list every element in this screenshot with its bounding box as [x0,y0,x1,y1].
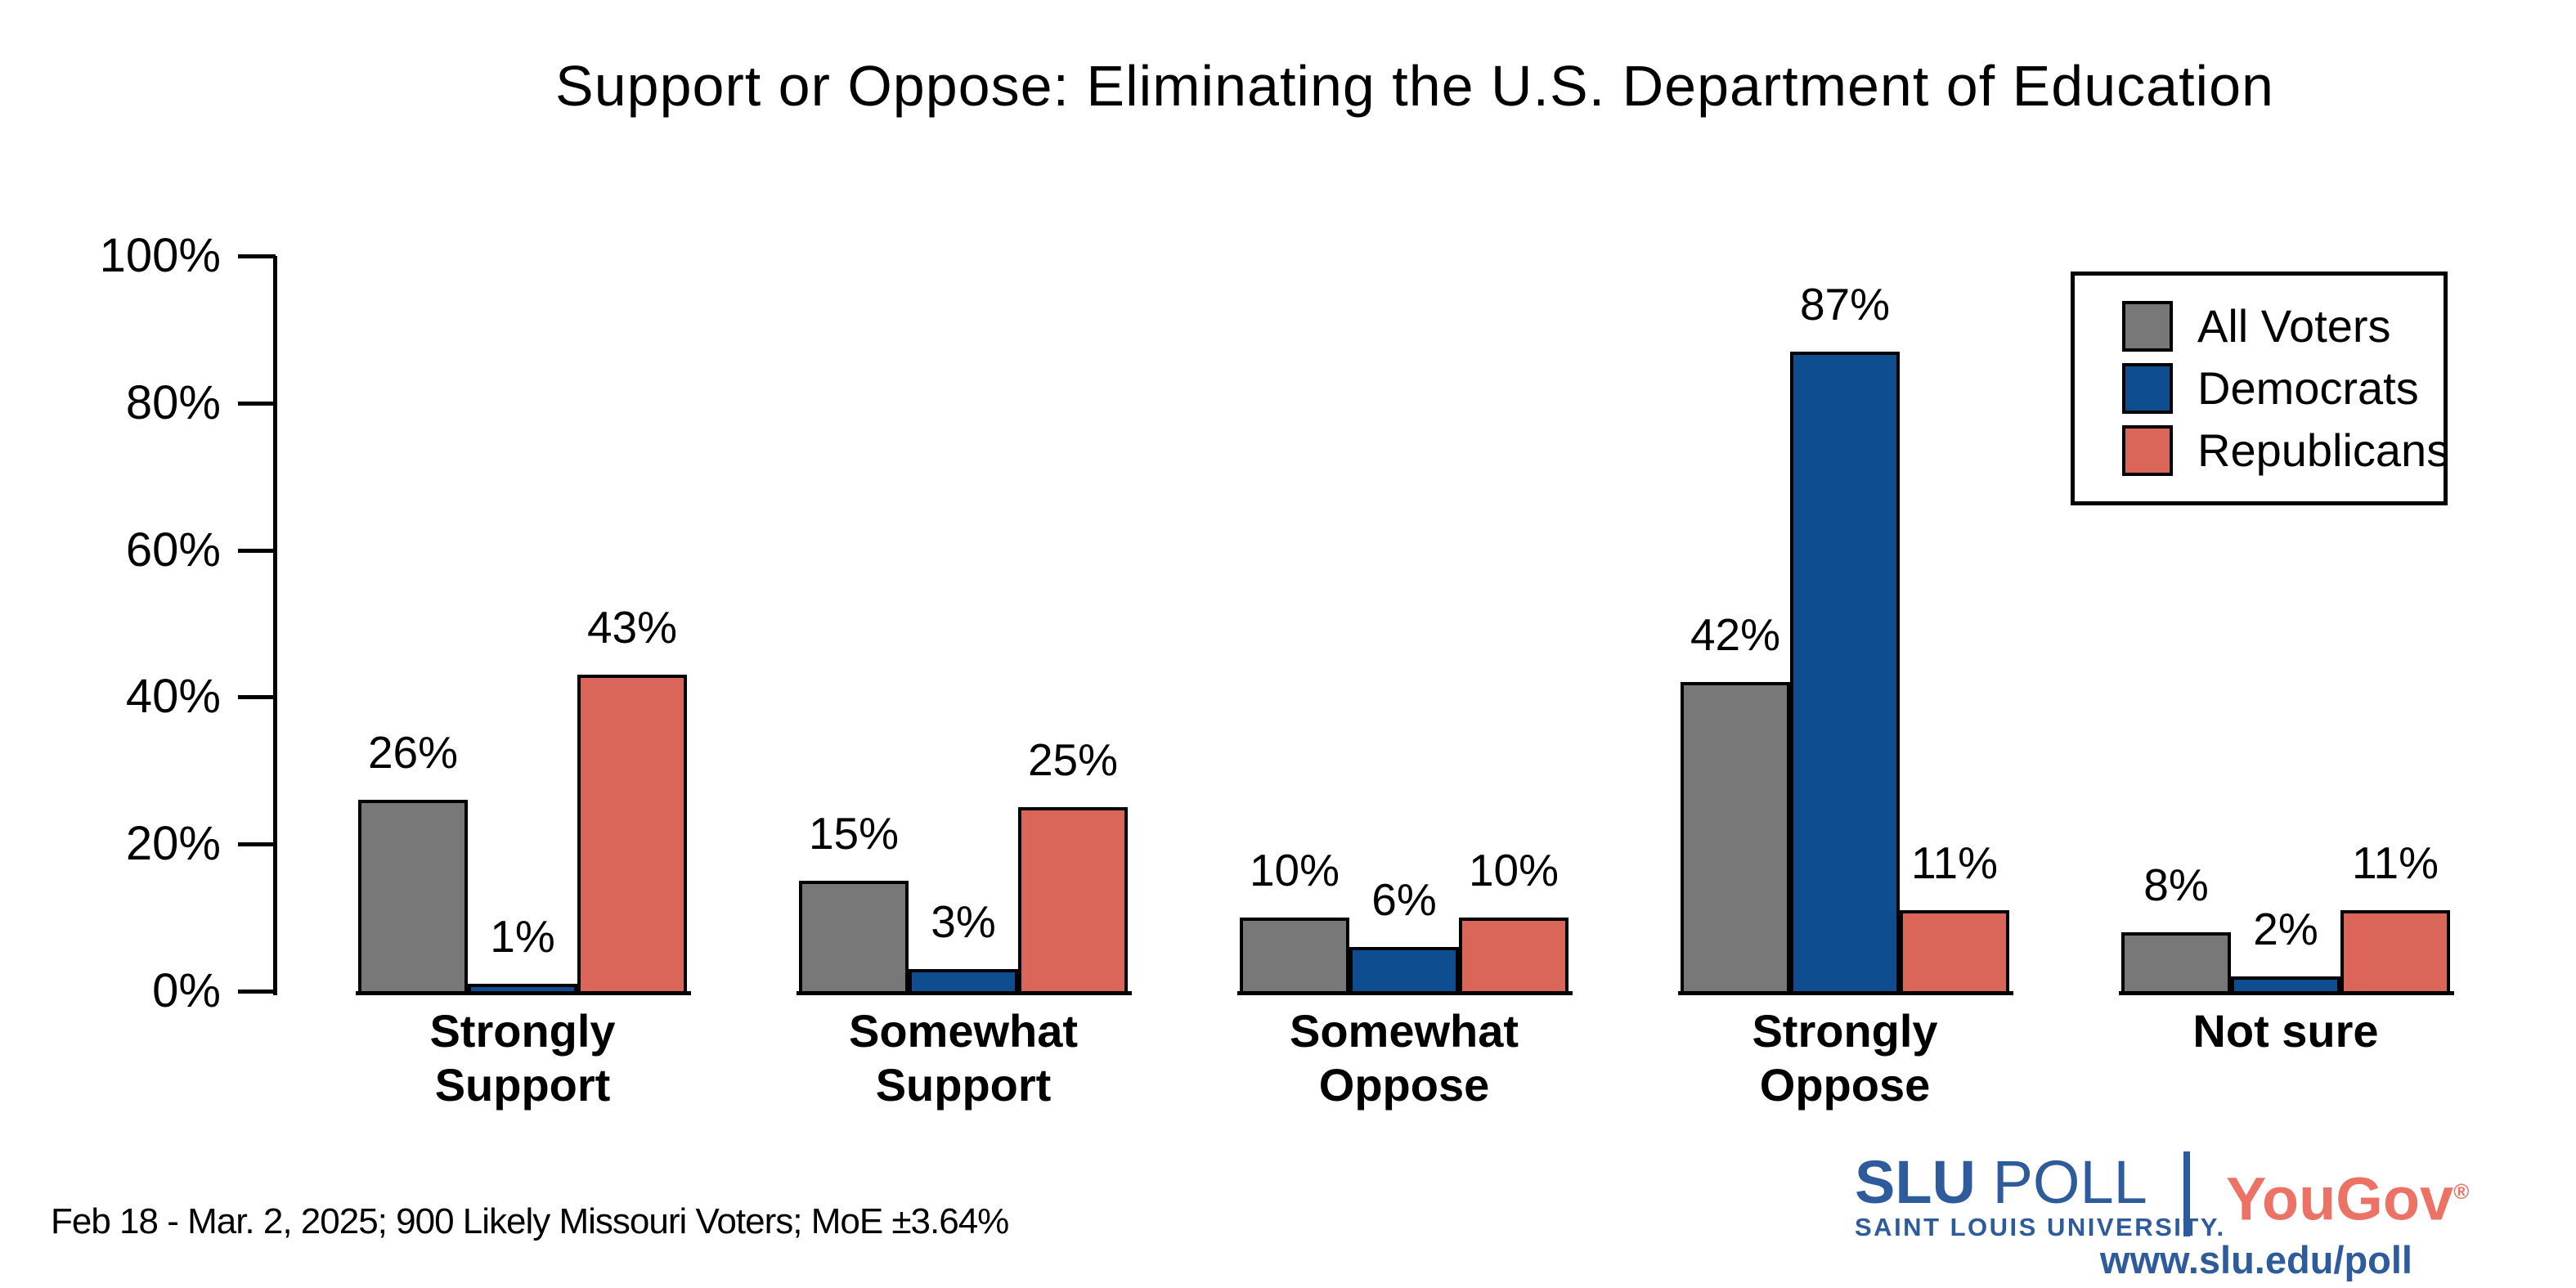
bar-value-label: 10% [1468,845,1560,895]
footnote: Feb 18 - Mar. 2, 2025; 900 Likely Missou… [51,1201,1009,1241]
bar-value-label: 11% [2352,837,2439,888]
bar-value-label: 8% [2143,859,2209,910]
x-baseline [1678,991,2013,995]
y-axis-line [273,256,277,995]
bar-value-label: 25% [1027,734,1119,785]
bar-republicans [577,675,687,991]
bar-republicans [1900,910,2009,991]
chart-title: Support or Oppose: Eliminating the U.S. … [555,54,2274,118]
bar-all-voters [1681,682,1790,991]
legend-row: Democrats [2122,362,2444,414]
y-tick [238,254,276,258]
bar-value-label: 26% [367,727,459,778]
x-baseline [1237,991,1573,995]
bar-value-label: 43% [586,602,678,653]
slu-poll-logo: SLU POLL SAINT LOUIS UNIVERSITY. [1855,1151,2226,1241]
yougov-text: YouGov [2226,1165,2454,1233]
bar-democrats [468,984,577,991]
bar-democrats [909,969,1018,991]
registered-mark-icon: ® [2453,1179,2470,1204]
y-tick [238,695,276,699]
legend-label: Republicans [2197,424,2450,476]
bar-all-voters [799,881,909,991]
y-tick [238,549,276,553]
legend-row: Republicans [2122,425,2449,476]
brand-divider [2183,1151,2190,1236]
bar-value-label: 2% [2253,904,2318,954]
y-tick [238,402,276,406]
saint-louis-university-text: SAINT LOUIS UNIVERSITY. [1855,1213,2226,1241]
bar-democrats [2231,976,2340,991]
y-tick-label: 100% [99,229,221,282]
slu-poll-url: www.slu.edu/poll [2099,1238,2412,1281]
category-label: Strongly Oppose [1752,1005,1938,1111]
bar-value-label: 15% [808,808,900,859]
legend-label: All Voters [2197,300,2391,352]
legend: All Voters Democrats Republicans [2071,272,2449,505]
bar-republicans [1459,918,1568,991]
bar-democrats [1349,947,1459,991]
legend-label: Democrats [2197,362,2419,414]
y-tick [238,842,276,846]
category-label: Not sure [2192,1005,2379,1057]
legend-swatch-democrats [2122,363,2173,414]
bar-value-label: 1% [490,911,555,962]
y-tick-label: 80% [125,376,221,429]
bar-republicans [1018,807,1128,991]
category-label: Somewhat Oppose [1289,1005,1519,1111]
bar-value-label: 87% [1799,279,1891,330]
slu-poll-wordmark: SLU POLL [1855,1151,2226,1214]
bar-republicans [2340,910,2450,991]
yougov-logo: YouGov® [2226,1160,2469,1232]
x-baseline [2119,991,2454,995]
bar-value-label: 11% [1911,837,1998,888]
bar-all-voters [1240,918,1349,991]
bar-democrats [1790,352,1900,991]
legend-swatch-republicans [2122,425,2173,476]
y-tick-label: 40% [125,670,221,723]
category-label: Strongly Support [429,1005,616,1111]
bar-value-label: 6% [1371,874,1437,925]
bar-all-voters [358,800,468,991]
x-baseline [356,991,691,995]
y-tick-label: 0% [152,964,221,1017]
bar-value-label: 3% [931,896,996,947]
legend-swatch-all-voters [2122,301,2173,352]
bar-all-voters [2121,932,2231,991]
y-tick-label: 20% [125,817,221,870]
category-label: Somewhat Support [848,1005,1079,1111]
bar-value-label: 42% [1690,609,1781,660]
x-baseline [797,991,1132,995]
y-tick-label: 60% [125,523,221,577]
bar-value-label: 10% [1249,845,1340,895]
slu-text: SLU [1855,1148,1976,1216]
legend-row: All Voters [2122,300,2444,352]
poll-text: POLL [1992,1148,2147,1216]
y-tick [238,990,276,994]
